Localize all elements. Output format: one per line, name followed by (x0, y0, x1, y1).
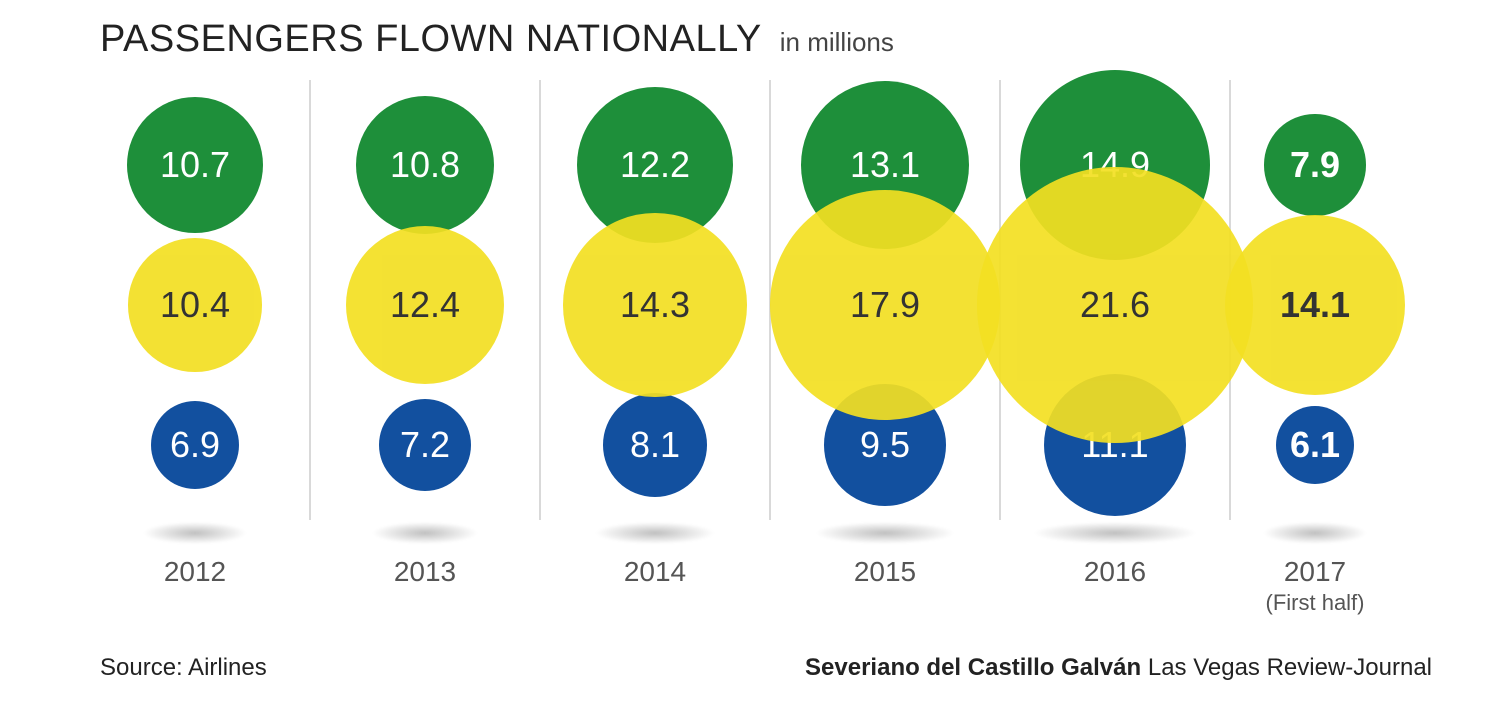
stack-shadow (372, 522, 478, 544)
bubble-blue: 8.1 (603, 393, 707, 497)
stack-shadow (1033, 522, 1196, 544)
bubble-yellow: 21.6 (977, 167, 1253, 443)
bubble-yellow: 14.1 (1225, 215, 1405, 395)
bubble-yellow: 12.4 (346, 226, 505, 385)
bubble-value: 13.1 (850, 144, 920, 186)
bubble-green: 10.8 (356, 96, 494, 234)
year-subtext: (First half) (1255, 590, 1375, 616)
bubble-value: 14.1 (1280, 284, 1350, 326)
chart-title: PASSENGERS FLOWN NATIONALLY (100, 18, 762, 61)
column-divider (309, 80, 311, 520)
bubble-value: 7.2 (400, 424, 450, 466)
stack-shadow (143, 522, 247, 544)
credit-name: Severiano del Castillo Galván (805, 654, 1141, 681)
bubble-value: 10.4 (160, 284, 230, 326)
bubble-blue: 6.9 (151, 401, 239, 489)
chart-footer: Source: Airlines Severiano del Castillo … (100, 654, 1432, 682)
title-row: PASSENGERS FLOWN NATIONALLY in millions (100, 18, 894, 61)
bubble-value: 14.3 (620, 284, 690, 326)
year-label: 2017(First half) (1255, 556, 1375, 616)
bubble-value: 21.6 (1080, 284, 1150, 326)
bubble-yellow: 17.9 (770, 190, 999, 419)
year-text: 2015 (825, 556, 945, 588)
chart-subtitle: in millions (780, 27, 894, 58)
year-label: 2014 (595, 556, 715, 588)
year-text: 2017 (1255, 556, 1375, 588)
bubble-yellow: 14.3 (563, 213, 746, 396)
year-text: 2012 (135, 556, 255, 588)
bubble-green: 7.9 (1264, 114, 1365, 215)
source-label: Source: Airlines (100, 654, 267, 682)
stack-shadow (595, 522, 714, 544)
year-label: 2016 (1055, 556, 1175, 588)
bubble-value: 12.2 (620, 144, 690, 186)
bubble-value: 10.8 (390, 144, 460, 186)
stack-shadow (1263, 522, 1367, 544)
credit: Severiano del Castillo Galván Las Vegas … (805, 654, 1432, 682)
year-text: 2014 (595, 556, 715, 588)
year-text: 2013 (365, 556, 485, 588)
bubble-yellow: 10.4 (128, 238, 261, 371)
column-divider (539, 80, 541, 520)
bubble-value: 17.9 (850, 284, 920, 326)
bubble-value: 6.9 (170, 424, 220, 466)
year-label: 2012 (135, 556, 255, 588)
stack-shadow (815, 522, 955, 544)
bubble-chart: 10.7 6.9 10.4 2012 10.8 7.2 12.4 2013 12.2 8.1 14.… (80, 70, 1400, 590)
infographic-frame: PASSENGERS FLOWN NATIONALLY in millions … (0, 0, 1492, 704)
bubble-blue: 7.2 (379, 399, 471, 491)
bubble-green: 10.7 (127, 97, 264, 234)
bubble-value: 12.4 (390, 284, 460, 326)
year-label: 2015 (825, 556, 945, 588)
bubble-value: 9.5 (860, 424, 910, 466)
bubble-value: 10.7 (160, 144, 230, 186)
year-label: 2013 (365, 556, 485, 588)
year-text: 2016 (1055, 556, 1175, 588)
bubble-value: 7.9 (1290, 144, 1340, 186)
credit-org: Las Vegas Review-Journal (1148, 654, 1432, 681)
bubble-blue: 6.1 (1276, 406, 1354, 484)
bubble-value: 6.1 (1290, 424, 1340, 466)
bubble-value: 8.1 (630, 424, 680, 466)
